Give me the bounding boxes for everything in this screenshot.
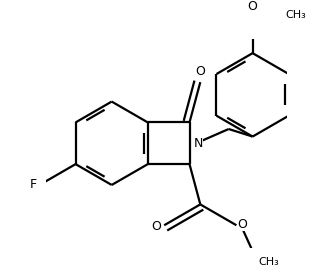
Text: O: O [238, 218, 247, 231]
Text: O: O [195, 65, 205, 78]
Text: CH₃: CH₃ [285, 10, 306, 20]
Text: F: F [30, 178, 37, 191]
Text: O: O [151, 220, 161, 233]
Text: O: O [248, 1, 258, 13]
Text: N: N [194, 137, 203, 150]
Text: CH₃: CH₃ [258, 258, 279, 267]
